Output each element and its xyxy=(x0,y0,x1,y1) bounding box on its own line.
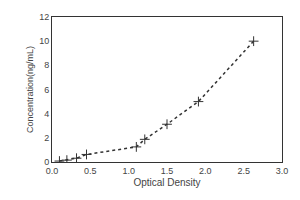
svg-text:6: 6 xyxy=(44,85,49,95)
svg-text:0.0: 0.0 xyxy=(46,166,59,176)
svg-text:1.5: 1.5 xyxy=(161,166,174,176)
svg-text:2.0: 2.0 xyxy=(199,166,212,176)
svg-text:12: 12 xyxy=(39,12,49,22)
svg-text:Optical Density: Optical Density xyxy=(133,177,200,188)
svg-text:0.5: 0.5 xyxy=(84,166,97,176)
svg-text:1.0: 1.0 xyxy=(122,166,135,176)
svg-text:10: 10 xyxy=(39,36,49,46)
svg-text:Concentration(ng/mL): Concentration(ng/mL) xyxy=(25,46,35,133)
svg-text:8: 8 xyxy=(44,60,49,70)
svg-text:4: 4 xyxy=(44,109,49,119)
svg-text:3.0: 3.0 xyxy=(276,166,289,176)
svg-text:2.5: 2.5 xyxy=(237,166,250,176)
svg-text:0: 0 xyxy=(44,157,49,167)
svg-text:2: 2 xyxy=(44,133,49,143)
